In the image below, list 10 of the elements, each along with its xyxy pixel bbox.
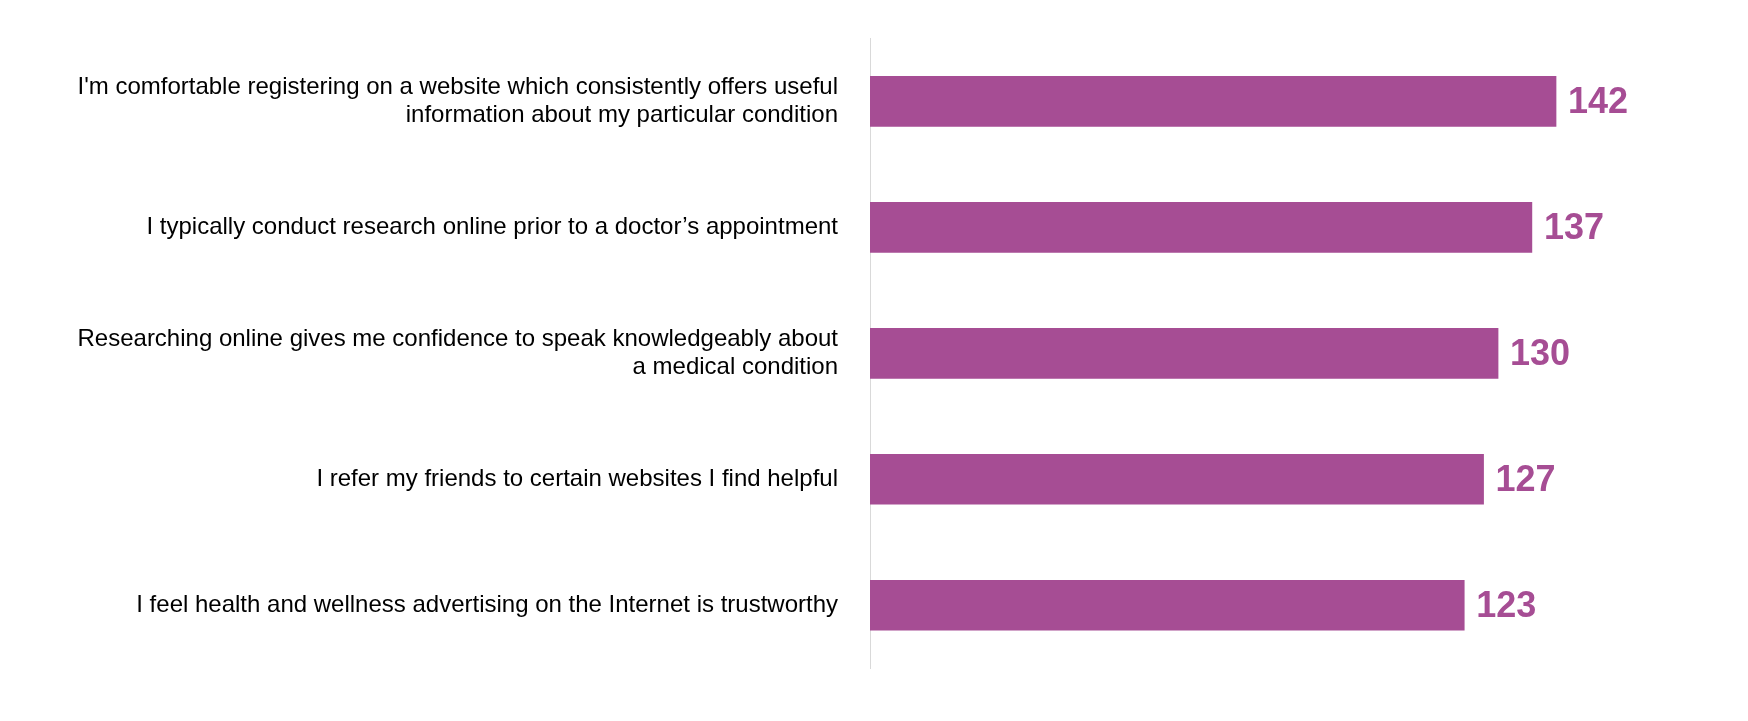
data-label: 130: [1510, 332, 1571, 374]
data-label: 142: [1568, 80, 1629, 122]
y-tick-label: I'm comfortable registering on a website which consistently offers useful information about my particular condition: [77, 71, 838, 128]
data-label: 123: [1476, 584, 1537, 626]
y-tick-label: I typically conduct research online prior to a doctor’s appointment: [146, 211, 839, 239]
data-label: 137: [1543, 206, 1604, 248]
y-tick-label: Researching online gives me confidence to speak knowledgeably about a medical condition: [77, 323, 839, 380]
data-label: 127: [1495, 458, 1556, 500]
y-tick-label: I refer my friends to certain websites I find helpful: [316, 463, 838, 491]
y-tick-label: I feel health and wellness advertising on the Internet is trustworthy: [136, 589, 838, 617]
